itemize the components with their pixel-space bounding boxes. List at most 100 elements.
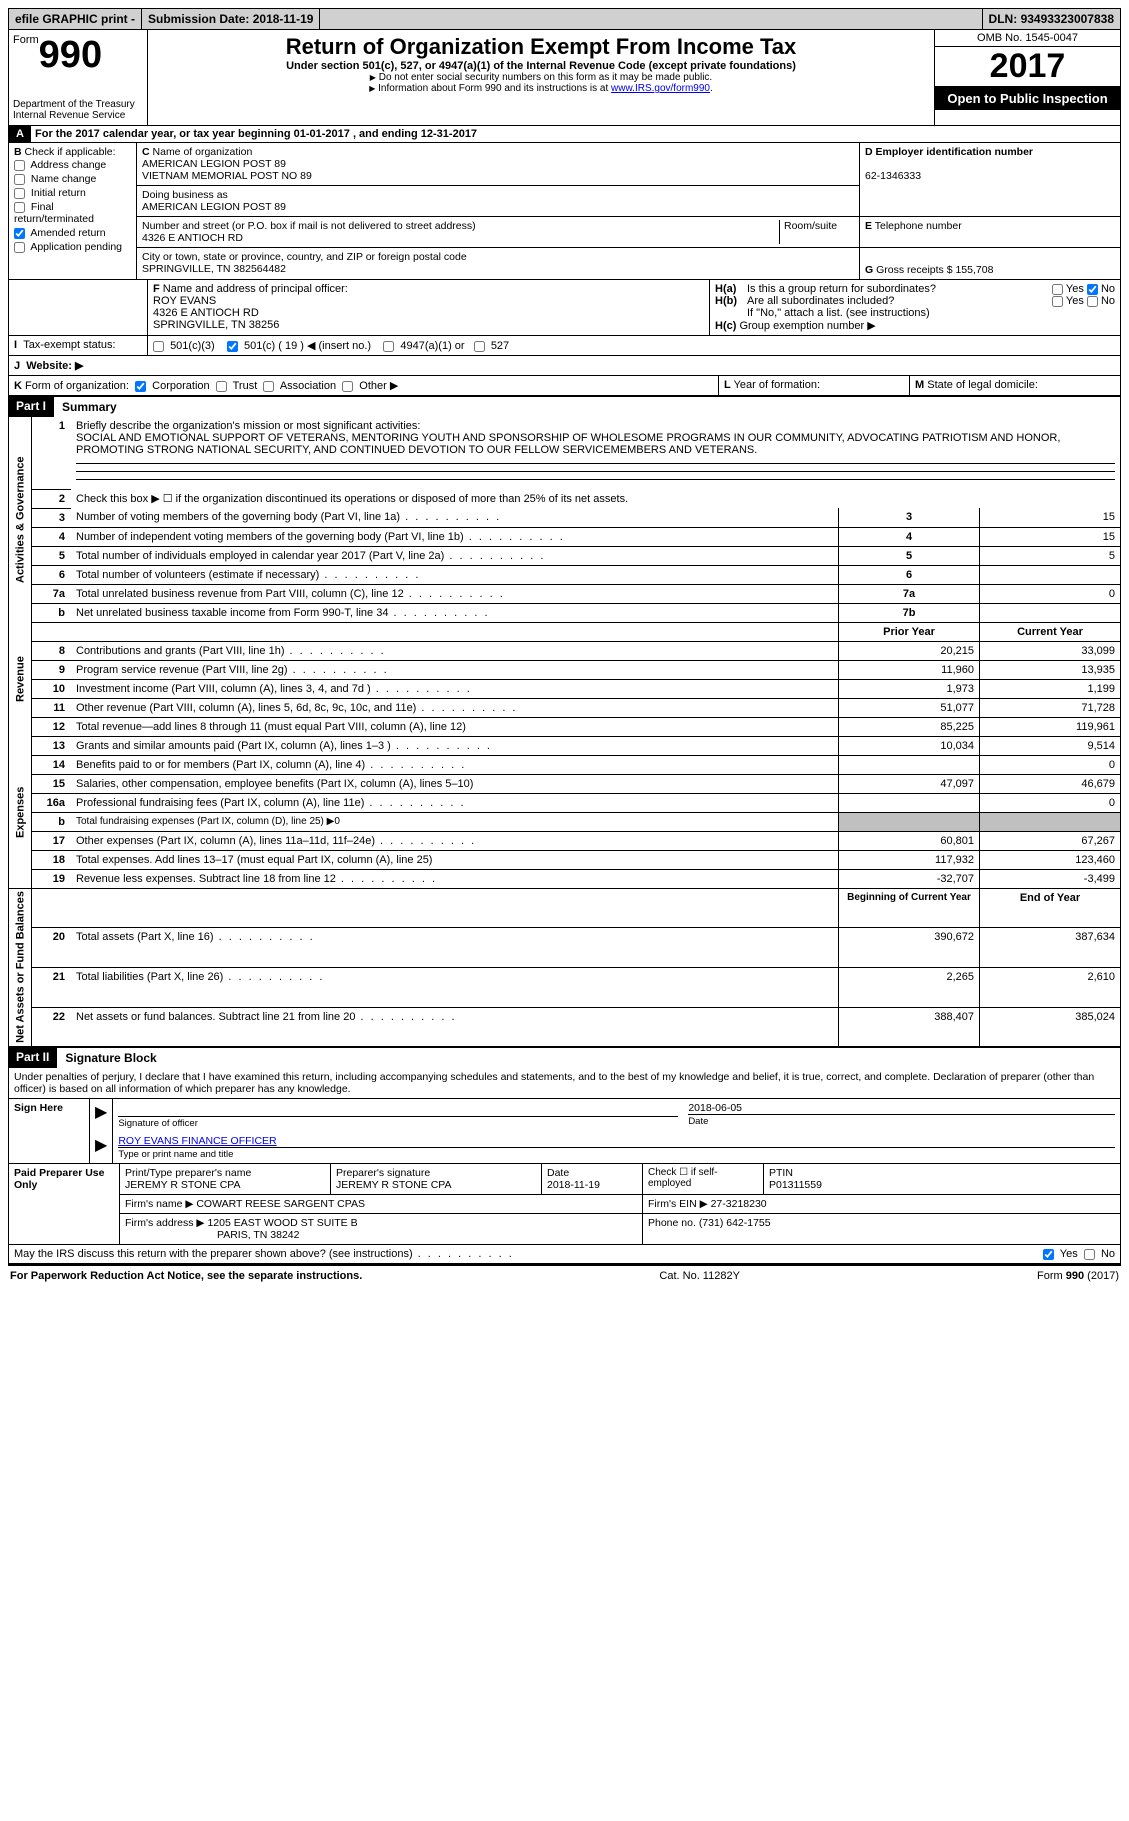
section-a-label: A xyxy=(9,126,31,142)
box-c-street: Number and street (or P.O. box if mail i… xyxy=(137,217,860,248)
col-prior: Prior Year xyxy=(839,622,980,641)
form-footer: Form 990 (2017) xyxy=(1037,1270,1119,1282)
instr-ssn: Do not enter social security numbers on … xyxy=(156,72,926,83)
dept-irs: Internal Revenue Service xyxy=(13,110,143,121)
firm-ein: 27-3218230 xyxy=(711,1198,767,1210)
box-l: L Year of formation: xyxy=(719,376,910,395)
firm-addr1: 1205 EAST WOOD ST SUITE B xyxy=(207,1217,357,1229)
ha-no[interactable] xyxy=(1087,284,1098,295)
k-assoc[interactable] xyxy=(263,381,274,392)
chk-pending[interactable]: Application pending xyxy=(14,240,131,254)
row-klm: K Form of organization: Corporation Trus… xyxy=(8,376,1121,396)
hb-note: If "No," attach a list. (see instruction… xyxy=(715,307,1115,319)
chk-final[interactable]: Final return/terminated xyxy=(14,200,131,226)
box-k: K Form of organization: Corporation Trus… xyxy=(9,376,719,395)
firm-addr2: PARIS, TN 38242 xyxy=(217,1229,300,1241)
header-right: OMB No. 1545-0047 2017 Open to Public In… xyxy=(934,30,1120,125)
sig-date: 2018-06-05 xyxy=(688,1102,1115,1114)
open-inspection: Open to Public Inspection xyxy=(935,87,1120,110)
tax-year-range: For the 2017 calendar year, or tax year … xyxy=(31,126,1120,142)
i-527[interactable] xyxy=(474,341,485,352)
k-trust[interactable] xyxy=(216,381,227,392)
room-suite: Room/suite xyxy=(779,220,854,244)
dept-treasury: Department of the Treasury xyxy=(13,99,143,110)
spacer-b xyxy=(9,280,148,335)
top-bar: efile GRAPHIC print - Submission Date: 2… xyxy=(8,8,1121,30)
preparer-table: Paid Preparer Use Only Print/Type prepar… xyxy=(8,1164,1121,1245)
k-corp[interactable] xyxy=(135,381,146,392)
submission-cell: Submission Date: 2018-11-19 xyxy=(142,9,320,29)
footer: For Paperwork Reduction Act Notice, see … xyxy=(8,1264,1121,1286)
check-self-employed: Check ☐ if self-employed xyxy=(643,1164,764,1195)
chk-amended[interactable]: Amended return xyxy=(14,226,131,240)
omb-number: OMB No. 1545-0047 xyxy=(935,30,1120,47)
officer-name-link[interactable]: ROY EVANS FINANCE OFFICER xyxy=(118,1135,276,1147)
discuss-row: May the IRS discuss this return with the… xyxy=(8,1245,1121,1264)
ha-yes[interactable] xyxy=(1052,284,1063,295)
vlabel-expenses: Expenses xyxy=(9,736,32,888)
preparer-date: 2018-11-19 xyxy=(547,1179,637,1191)
preparer-name: JEREMY R STONE CPA xyxy=(125,1179,325,1191)
box-g: G Gross receipts $ 155,708 xyxy=(860,248,1120,280)
line2: Check this box ▶ ☐ if the organization d… xyxy=(71,489,1121,508)
perjury-text: Under penalties of perjury, I declare th… xyxy=(8,1068,1121,1099)
dln-cell: DLN: 93493323007838 xyxy=(983,9,1120,29)
section-a-row: A For the 2017 calendar year, or tax yea… xyxy=(8,126,1121,143)
vlabel-governance: Activities & Governance xyxy=(9,417,32,622)
box-c-dba: Doing business as AMERICAN LEGION POST 8… xyxy=(137,186,860,217)
sign-here-label: Sign Here xyxy=(9,1099,90,1164)
row-i: I Tax-exempt status: 501(c)(3) 501(c) ( … xyxy=(8,336,1121,356)
box-f: F Name and address of principal officer:… xyxy=(148,280,710,335)
hb-yes[interactable] xyxy=(1052,296,1063,307)
sign-here-table: Sign Here ▶ Signature of officer 2018-06… xyxy=(8,1099,1121,1164)
row-j: J Website: ▶ xyxy=(8,356,1121,376)
firm-name: COWART REESE SARGENT CPAS xyxy=(196,1198,365,1210)
box-m: M State of legal domicile: xyxy=(910,376,1120,395)
chk-address[interactable]: Address change xyxy=(14,158,131,172)
box-b: B Check if applicable: Address change Na… xyxy=(9,143,137,280)
ptin-value: P01311559 xyxy=(769,1179,1115,1191)
chk-initial[interactable]: Initial return xyxy=(14,186,131,200)
paperwork-notice: For Paperwork Reduction Act Notice, see … xyxy=(10,1270,362,1282)
instr-link: Information about Form 990 and its instr… xyxy=(156,83,926,94)
spacer xyxy=(320,9,982,29)
efile-label: efile GRAPHIC print - xyxy=(9,9,142,29)
line1: Briefly describe the organization's miss… xyxy=(71,417,1121,489)
box-h: H(a)Is this a group return for subordina… xyxy=(710,280,1120,335)
col-begin: Beginning of Current Year xyxy=(839,888,980,928)
part-i-header: Part I Summary xyxy=(8,396,1121,417)
form-subtitle: Under section 501(c), 527, or 4947(a)(1)… xyxy=(156,60,926,72)
box-e: E Telephone number xyxy=(860,217,1120,248)
box-c-name: C Name of organization AMERICAN LEGION P… xyxy=(137,143,860,186)
sig-officer-label: Signature of officer xyxy=(118,1116,678,1129)
paid-preparer-label: Paid Preparer Use Only xyxy=(9,1164,120,1245)
vlabel-netassets: Net Assets or Fund Balances xyxy=(9,888,32,1047)
i-501c[interactable] xyxy=(227,341,238,352)
vlabel-revenue: Revenue xyxy=(9,622,32,736)
info-grid: B Check if applicable: Address change Na… xyxy=(8,143,1121,280)
part-ii-header: Part II Signature Block xyxy=(8,1047,1121,1068)
chk-name[interactable]: Name change xyxy=(14,172,131,186)
irs-link[interactable]: www.IRS.gov/form990 xyxy=(611,83,710,94)
part-i-table: Activities & Governance 1 Briefly descri… xyxy=(8,417,1121,1047)
form-header: Form990 Department of the Treasury Inter… xyxy=(8,30,1121,126)
firm-phone: (731) 642-1755 xyxy=(699,1217,771,1229)
row-fh: F Name and address of principal officer:… xyxy=(8,280,1121,336)
form-title: Return of Organization Exempt From Incom… xyxy=(156,34,926,60)
preparer-sig: JEREMY R STONE CPA xyxy=(336,1179,536,1191)
i-501c3[interactable] xyxy=(153,341,164,352)
col-end: End of Year xyxy=(980,888,1121,928)
discuss-yes[interactable] xyxy=(1043,1249,1054,1260)
box-c-city: City or town, state or province, country… xyxy=(137,248,860,280)
col-current: Current Year xyxy=(980,622,1121,641)
header-left: Form990 Department of the Treasury Inter… xyxy=(9,30,148,125)
header-center: Return of Organization Exempt From Incom… xyxy=(148,30,934,125)
cat-no: Cat. No. 11282Y xyxy=(659,1270,740,1282)
k-other[interactable] xyxy=(342,381,353,392)
tax-year: 2017 xyxy=(935,47,1120,86)
box-d: D Employer identification number 62-1346… xyxy=(860,143,1120,217)
discuss-no[interactable] xyxy=(1084,1249,1095,1260)
hb-no[interactable] xyxy=(1087,296,1098,307)
i-4947[interactable] xyxy=(383,341,394,352)
form-number: 990 xyxy=(39,34,102,76)
